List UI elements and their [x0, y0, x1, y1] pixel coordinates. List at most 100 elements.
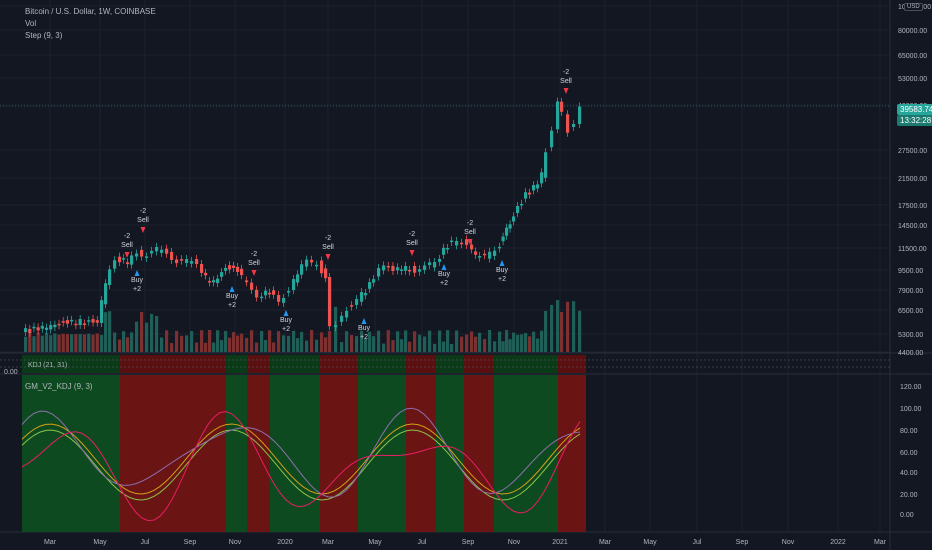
- signal-label-bottom: Sell: [322, 244, 334, 251]
- candle-body: [544, 152, 548, 178]
- time-tick: 2020: [277, 539, 293, 546]
- volume-bar: [255, 342, 259, 352]
- candle-body: [396, 267, 400, 271]
- volume-bar: [488, 330, 492, 352]
- signal-label-bottom: Sell: [560, 78, 572, 85]
- kdj-lines: [21, 407, 581, 522]
- volume-bar: [520, 334, 524, 352]
- volume-bar: [418, 334, 422, 352]
- sell-arrow: [140, 227, 146, 233]
- candle-body: [364, 292, 368, 296]
- volume-bar: [260, 331, 264, 352]
- volume-bar: [224, 330, 228, 352]
- kdj-tick: 0.00: [900, 512, 914, 519]
- volume-bar: [36, 332, 40, 352]
- volume-bar: [65, 334, 70, 352]
- candle-body: [185, 259, 189, 264]
- time-tick: Mar: [874, 539, 887, 546]
- kdj-pane-legend[interactable]: GM_V2_KDJ (9, 3): [25, 382, 93, 391]
- volume-bar: [556, 300, 560, 352]
- time-tick: Jul: [418, 539, 427, 546]
- candle-body: [536, 184, 540, 189]
- main-series-title[interactable]: Bitcoin / U.S. Dollar, 1W, COINBASE: [25, 7, 156, 16]
- candle-body: [433, 261, 437, 268]
- kdj-strip-zone: [226, 355, 247, 373]
- currency-button[interactable]: USD: [904, 3, 923, 11]
- candle-body: [512, 216, 516, 222]
- candle-body: [113, 260, 117, 269]
- time-tick: 2021: [552, 539, 568, 546]
- volume-bar: [315, 339, 319, 352]
- time-tick: Jul: [693, 539, 702, 546]
- volume-bar: [400, 339, 404, 352]
- volume-bar: [264, 339, 268, 352]
- candle-body: [108, 269, 112, 285]
- candle-body: [140, 249, 144, 257]
- candle-body: [540, 172, 544, 184]
- candle-body: [305, 259, 309, 267]
- volume-bar: [245, 337, 249, 352]
- time-tick: Sep: [184, 539, 197, 546]
- candle-body: [208, 280, 212, 283]
- volume-bar: [372, 336, 376, 352]
- volume-bar: [345, 331, 349, 352]
- candle-body: [516, 206, 520, 214]
- candle-body: [532, 185, 536, 191]
- volume-bar: [328, 331, 332, 352]
- kdj-zone: [270, 375, 320, 532]
- volume-bar: [450, 343, 454, 352]
- candle-body: [122, 258, 126, 260]
- time-tick: Mar: [44, 539, 57, 546]
- candle-body: [28, 328, 32, 333]
- kdj-tick: 80.00: [900, 428, 918, 435]
- kdj-strip-zone: [270, 355, 320, 373]
- candle-body: [100, 300, 104, 324]
- buy-arrow: [441, 264, 447, 270]
- candle-body: [520, 203, 524, 206]
- candle-body: [195, 259, 199, 265]
- candle-body: [65, 320, 70, 324]
- candle-body: [501, 236, 505, 242]
- candle-body: [465, 239, 469, 245]
- volume-bar: [438, 330, 442, 352]
- volume-bar: [377, 330, 381, 352]
- price-tick: 9500.00: [898, 268, 923, 275]
- signal-annotations: -2 Sell -2 Sell Buy +2 -2 Sell Buy +2 Buy +2 -2 Sell B…: [121, 69, 572, 341]
- volume-bar: [170, 343, 174, 352]
- candle-body: [505, 227, 509, 236]
- candle-body: [418, 269, 422, 272]
- step-legend[interactable]: Step (9, 3): [25, 31, 63, 40]
- volume-bar: [61, 333, 65, 352]
- kdj-zone: [135, 375, 226, 532]
- signal-label-top: -2: [409, 231, 415, 238]
- kdj-overlay-legend[interactable]: KDJ (21, 31): [28, 362, 68, 369]
- candle-body: [498, 246, 502, 249]
- volume-bar: [185, 335, 189, 352]
- candle-body: [126, 262, 130, 265]
- volume-bar: [446, 330, 450, 352]
- kdj-zone: [558, 375, 586, 532]
- timer-badge: 13:32:28: [897, 115, 932, 126]
- candle-body: [310, 259, 314, 263]
- volume-bar: [300, 331, 304, 352]
- vol-legend[interactable]: Vol: [25, 19, 37, 28]
- volume-bar: [340, 342, 344, 352]
- volume-bar: [524, 333, 528, 352]
- candle-body: [91, 319, 95, 323]
- candle-body: [74, 323, 78, 326]
- price-tick: 6500.00: [898, 308, 923, 315]
- volume-bar: [572, 301, 576, 352]
- candle-body: [61, 321, 65, 323]
- volume-bar: [204, 342, 208, 352]
- kdj-tick: 100.00: [900, 406, 922, 413]
- volume-bar: [408, 341, 412, 352]
- kdj-k-line: [21, 407, 581, 498]
- signal-label-top: -2: [140, 208, 146, 215]
- volume-bar: [165, 330, 169, 352]
- candle-body: [236, 266, 240, 272]
- volume-bar: [108, 311, 112, 352]
- kdj-tick: 20.00: [900, 492, 918, 499]
- volume-bar: [180, 335, 184, 352]
- volume-bar: [386, 330, 390, 352]
